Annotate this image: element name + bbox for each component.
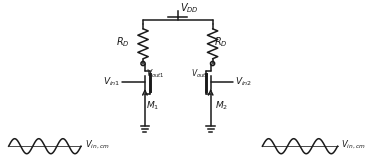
Text: $V_{DD}$: $V_{DD}$: [180, 1, 198, 15]
Text: $V_{in,cm}$: $V_{in,cm}$: [341, 139, 366, 151]
Text: $M_2$: $M_2$: [216, 99, 229, 112]
Text: $V_{out2}$: $V_{out2}$: [191, 67, 210, 80]
Text: $V_{out1}$: $V_{out1}$: [146, 67, 165, 80]
Text: $V_{in2}$: $V_{in2}$: [235, 75, 252, 88]
Text: $V_{in1}$: $V_{in1}$: [103, 75, 121, 88]
Text: $R_D$: $R_D$: [214, 35, 228, 49]
Text: $R_D$: $R_D$: [116, 35, 130, 49]
Text: $V_{in,cm}$: $V_{in,cm}$: [85, 139, 109, 151]
Text: $M_1$: $M_1$: [146, 99, 159, 112]
